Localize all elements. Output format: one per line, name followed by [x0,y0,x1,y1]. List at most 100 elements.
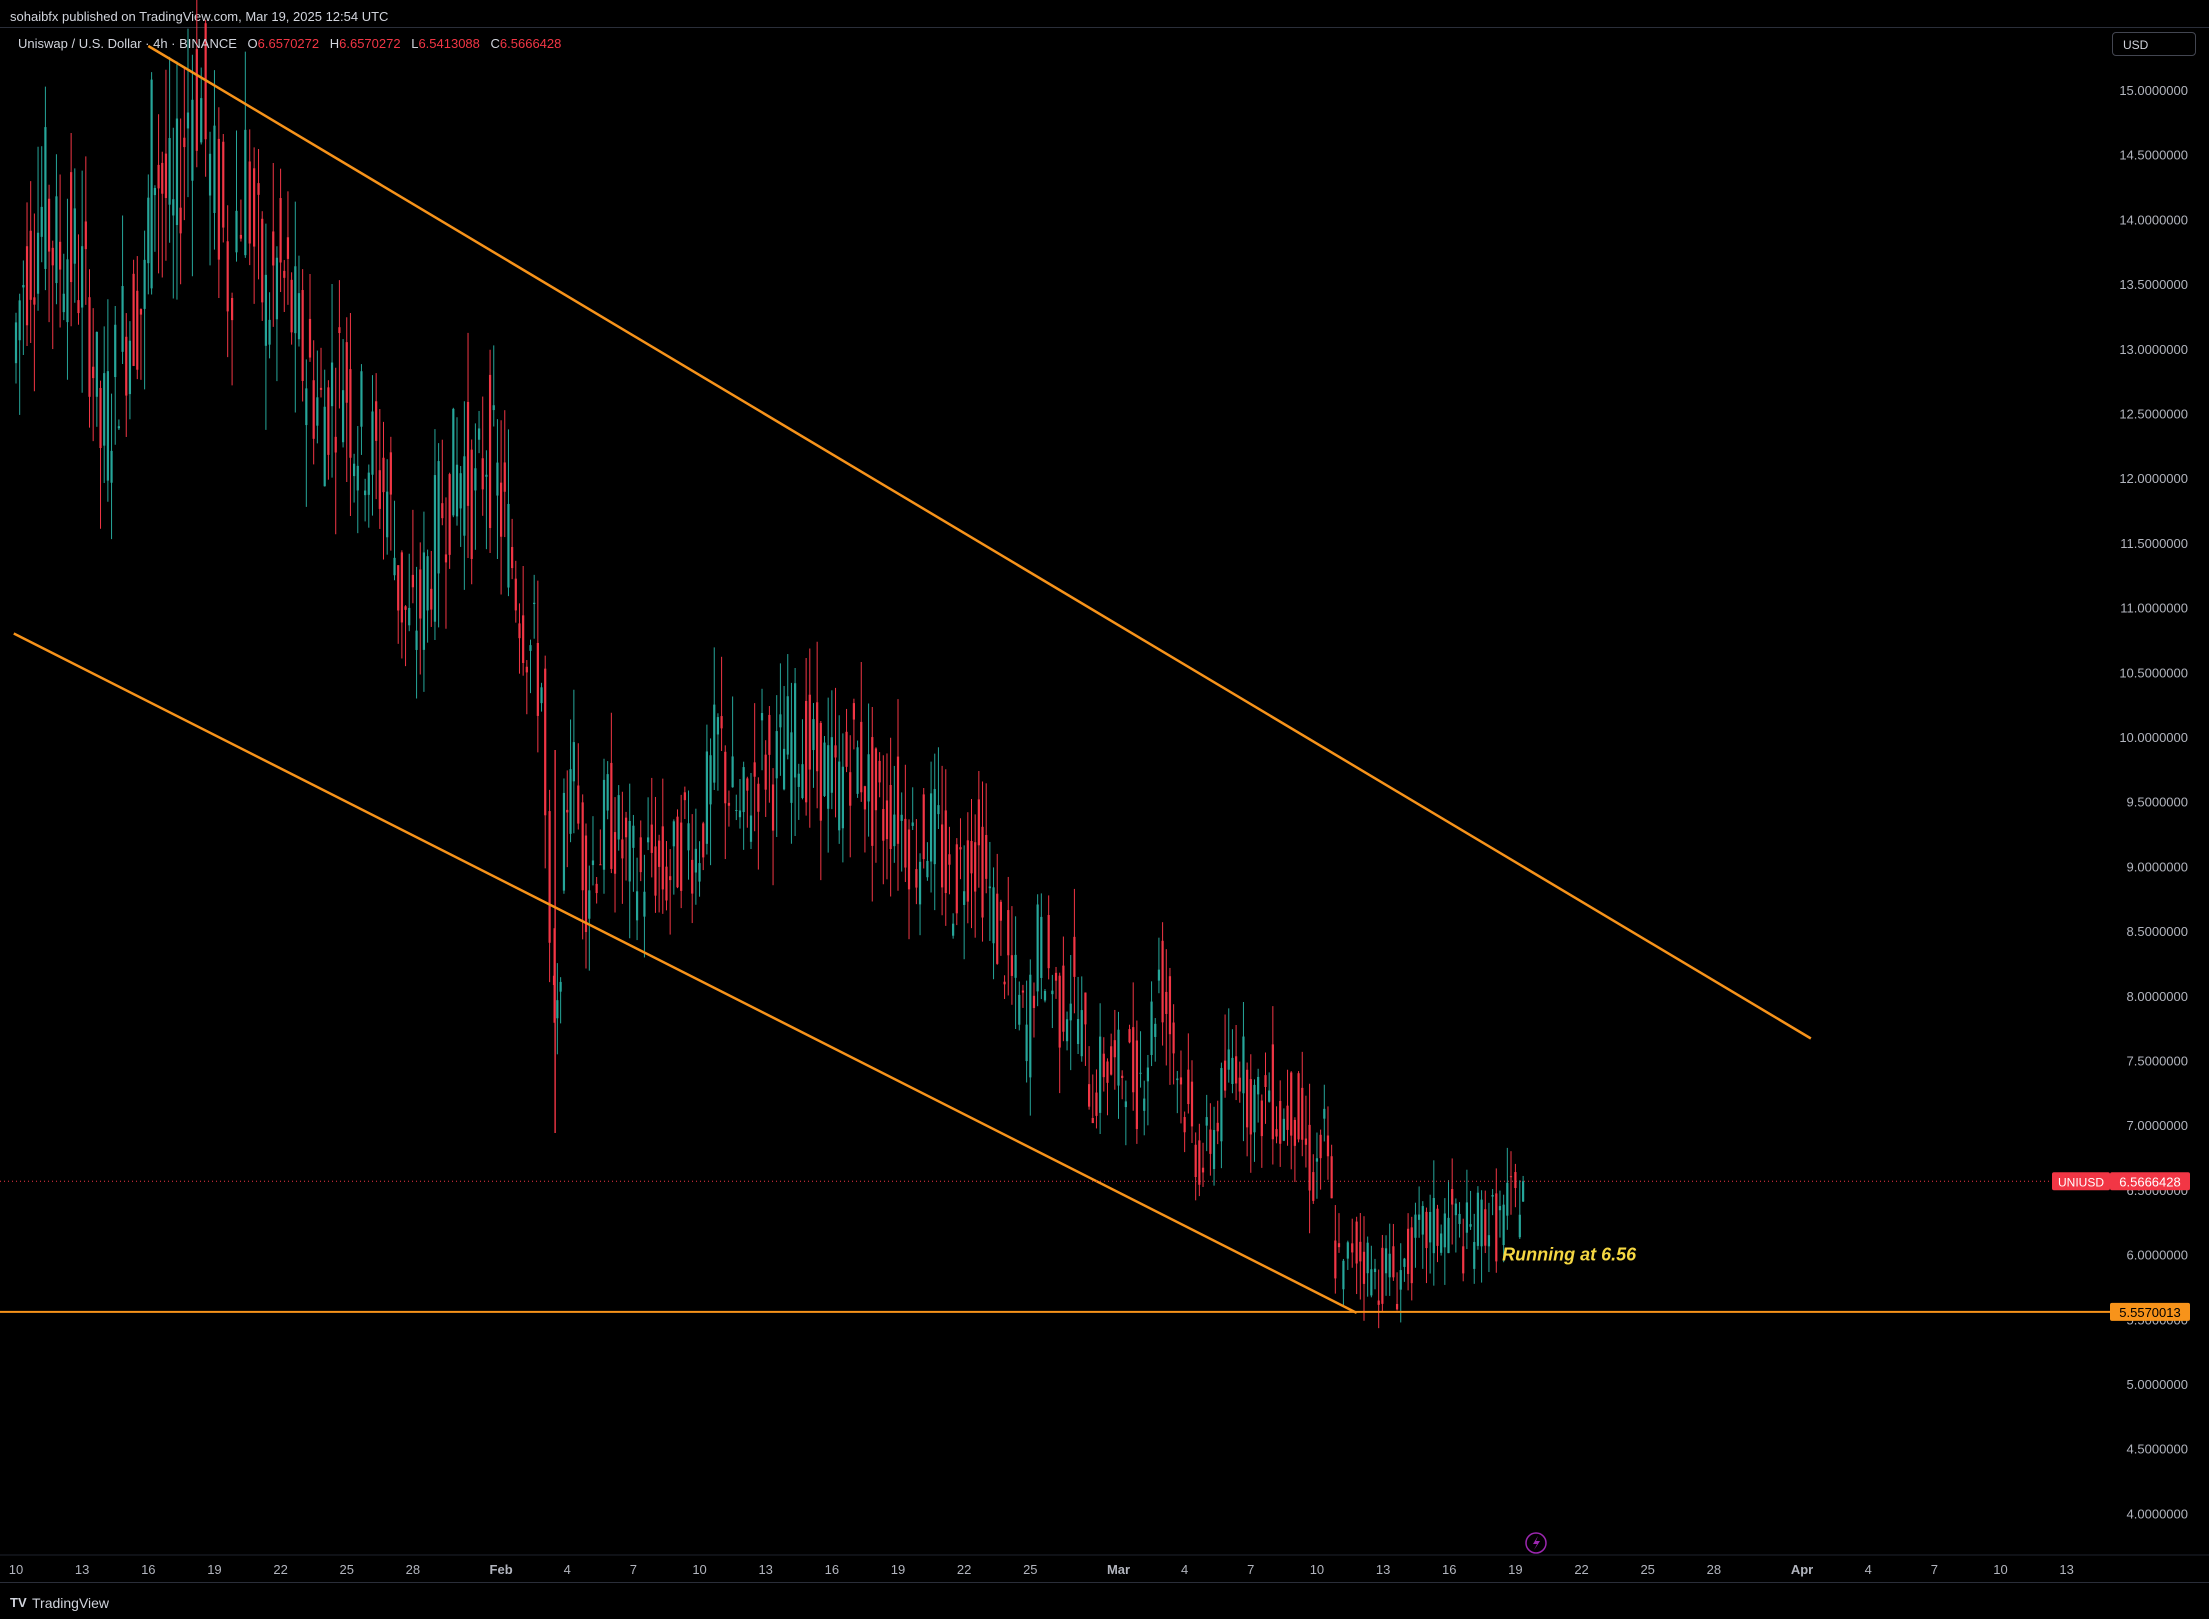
candle-body [1351,1243,1354,1253]
candle-body [650,824,653,853]
candle-body [1198,1140,1201,1185]
candle-body [548,811,551,943]
candle-body [639,837,642,873]
candle-body [139,309,143,315]
candle-body [779,714,782,728]
open-label: O [247,36,258,51]
candle-body [1257,1076,1260,1095]
candle-body [985,835,988,879]
candle-body [900,814,903,821]
candle-body [1194,1144,1197,1178]
attribution-bar: sohaibfx published on TradingView.com, M… [0,0,2209,28]
candle-body [481,458,484,490]
x-tick-label: 25 [1023,1562,1037,1577]
candle-body [150,79,153,289]
candle-body [1014,954,1017,978]
candle-body [492,405,495,411]
candle-body [308,318,312,358]
candle-body [136,290,139,370]
candle-body [66,259,69,323]
candle-body [1091,1117,1094,1124]
candle-body [797,773,800,787]
candle-body [1436,1208,1439,1246]
candle-body [1007,910,1010,956]
candle-body [669,876,672,881]
candle-body [1179,1077,1183,1085]
candle-body [933,789,936,865]
candle-body [661,826,664,890]
candle-body [996,893,999,964]
x-tick-label: 13 [2059,1562,2073,1577]
candle-body [1432,1197,1435,1254]
candle-body [330,362,334,407]
candle-body [1392,1246,1395,1278]
candle-body [183,137,186,148]
candle-body [1286,1105,1289,1130]
candle-body [1025,1024,1028,1062]
low-label: L [411,36,419,51]
candle-body [823,742,826,796]
candle-body [760,713,764,721]
candle-body [793,683,797,778]
candle-body [1021,990,1025,993]
candle-body [47,198,51,252]
candle-body [1150,1001,1153,1055]
candle-body [572,742,575,782]
x-tick-label: Apr [1791,1562,1813,1577]
x-tick-label: 10 [1310,1562,1324,1577]
candle-body [419,569,422,619]
candle-body [244,129,247,256]
candle-body [305,388,308,426]
candle-body [426,556,429,611]
candle-body [364,490,367,496]
publish-info: sohaibfx published on TradingView.com, M… [10,9,389,24]
close-value: 6.5666428 [499,36,562,51]
symbol-tag-label: UNIUSD [2058,1175,2104,1189]
candle-body [275,257,279,320]
y-tick-label: 14.5000000 [2119,148,2188,163]
candle-body [485,474,488,477]
x-tick-label: 10 [1993,1562,2007,1577]
candle-body [452,408,455,516]
candle-body [341,390,345,443]
candle-body [1271,1044,1274,1140]
x-tick-label: 25 [340,1562,354,1577]
candle-body [635,891,639,921]
currency-button[interactable]: USD [2112,32,2196,56]
brand-name[interactable]: TradingView [32,1595,110,1611]
candle-body [338,327,341,334]
candle-body [316,397,319,426]
candle-body [168,138,171,205]
y-tick-label: 15.0000000 [2119,83,2188,98]
candle-body [1337,1243,1341,1248]
candle-body [95,331,98,397]
candle-body [896,756,900,844]
candle-body [1135,1040,1138,1130]
candle-body [297,293,301,340]
candle-body [838,761,841,831]
support-level-value: 5.5570013 [2119,1305,2180,1320]
candle-body [1047,915,1050,969]
candle-body [507,503,510,588]
tradingview-logo-icon[interactable]: TV [10,1595,27,1610]
candle-body [352,463,356,477]
candle-body [1293,1119,1297,1146]
candle-body [1264,1075,1267,1087]
candle-body [867,754,870,802]
symbol-title[interactable]: Uniswap / U.S. Dollar · 4h · BINANCE [18,36,237,51]
x-tick-label: 28 [1707,1562,1721,1577]
candle-body [977,799,980,846]
candle-body [654,846,657,896]
candle-body [665,866,668,901]
candle-body [1132,1027,1135,1093]
candle-body [1110,1046,1113,1075]
candle-body [18,300,21,341]
candle-body [959,847,962,850]
candle-body [200,98,203,143]
candle-body [323,406,326,487]
candle-body [525,666,528,673]
candle-body [768,714,771,755]
open-value: 6.6570272 [257,36,320,51]
candle-body [147,197,150,264]
